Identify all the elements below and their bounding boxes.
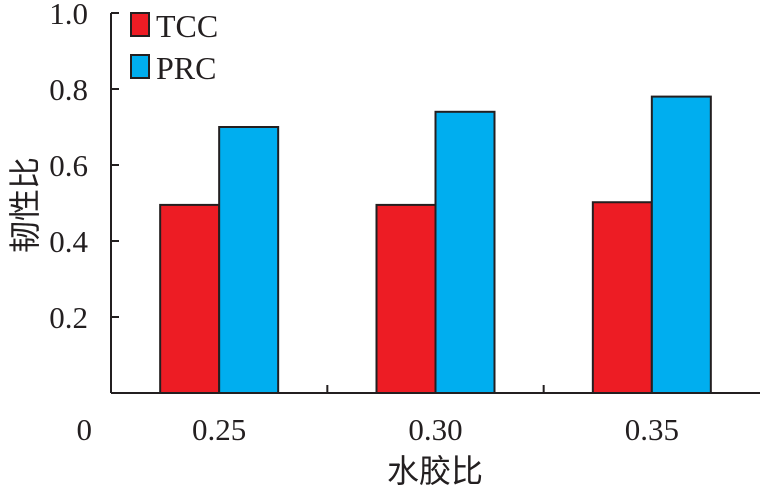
legend-label-prc: PRC	[156, 50, 216, 86]
bar-tcc	[591, 201, 653, 394]
x-tick-label: 0.25	[192, 412, 246, 447]
y-tick-label: 0.4	[49, 224, 88, 259]
legend-swatch-tcc	[130, 12, 150, 37]
bar-tcc	[375, 203, 437, 394]
legend-swatch-prc	[130, 54, 150, 79]
bar-prc	[218, 126, 280, 394]
y-tick-label: 0.6	[49, 148, 88, 183]
x-tick-label: 0.30	[408, 412, 462, 447]
y-tick-label: 1.0	[49, 0, 88, 31]
x-tick-label: 0.35	[625, 412, 679, 447]
bar-tcc	[159, 203, 221, 394]
bar-prc	[434, 110, 496, 395]
y-tick-label: 0	[77, 412, 93, 447]
y-tick-label: 0.2	[49, 300, 88, 335]
y-axis-label: 韧性比	[7, 157, 43, 253]
x-axis-label: 水胶比	[387, 453, 483, 489]
bar-prc	[650, 95, 712, 394]
y-tick-label: 0.8	[49, 72, 88, 107]
legend-label-tcc: TCC	[156, 8, 218, 44]
